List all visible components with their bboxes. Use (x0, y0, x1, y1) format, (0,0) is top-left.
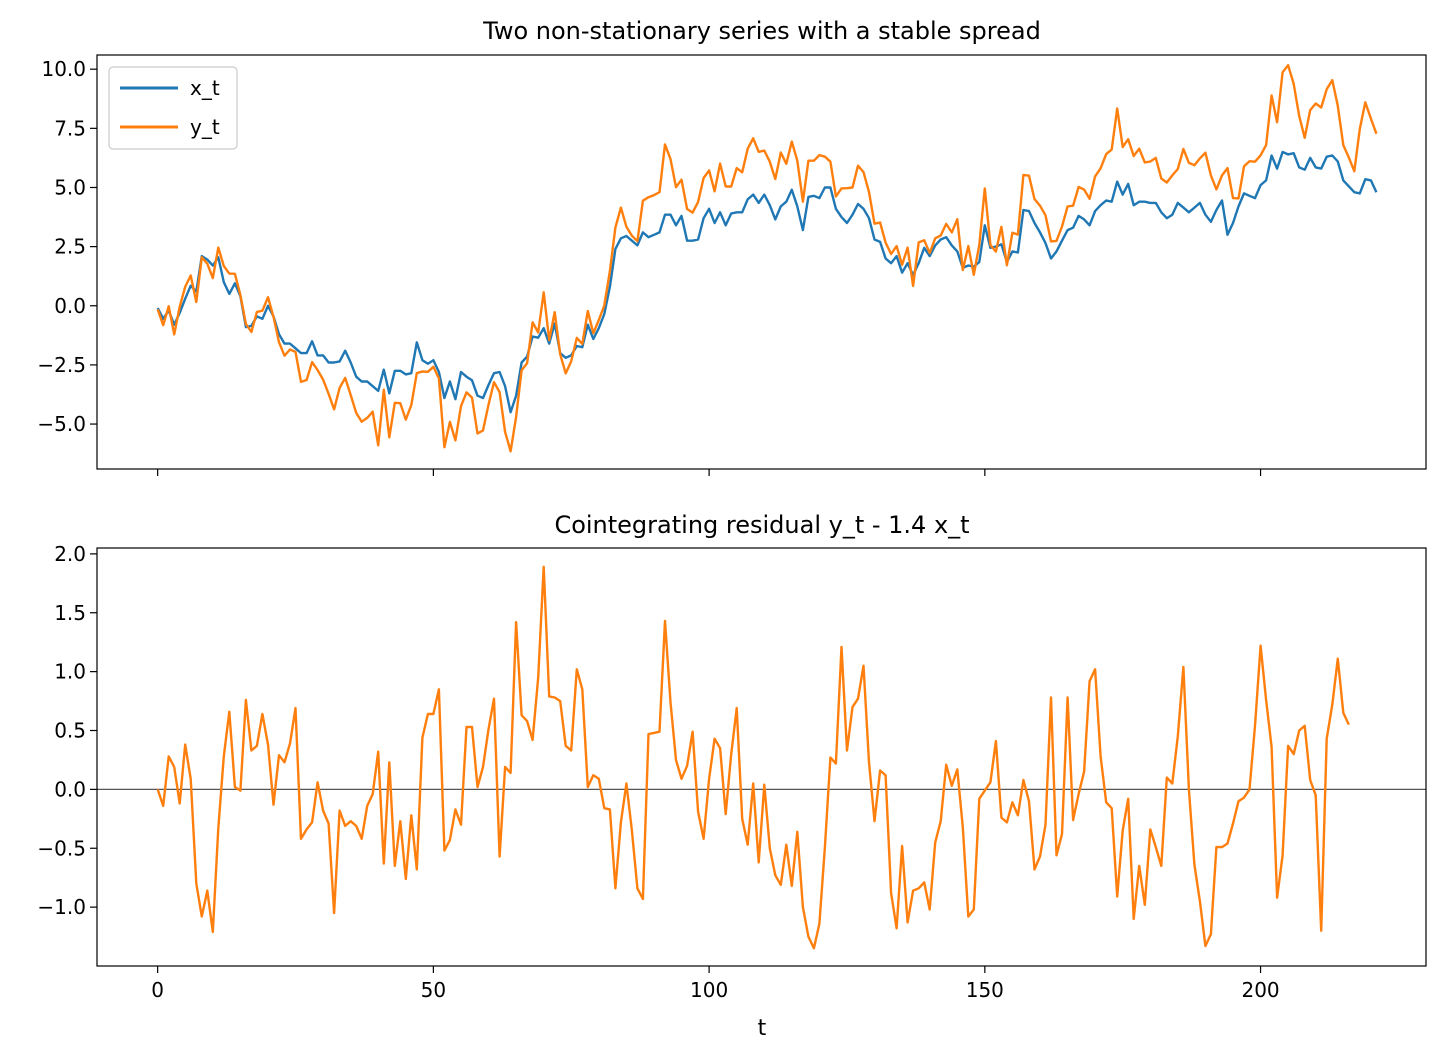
top-x-axis (157, 469, 1262, 476)
legend: x_t y_t (108, 66, 238, 150)
bottom-y-tick-label: 1.5 (54, 601, 86, 625)
bottom-x-tick-label: 100 (690, 978, 728, 1002)
top-chart-title: Two non-stationary series with a stable … (482, 17, 1041, 45)
top-y-tick-label: 5.0 (54, 175, 86, 199)
bottom-y-axis: −1.0 −0.5 0.0 0.5 1.0 1.5 2.0 (37, 542, 97, 919)
bottom-x-tick-label: 150 (966, 978, 1004, 1002)
bottom-y-tick-label: 0.5 (54, 719, 86, 743)
top-plot-frame (96, 54, 1427, 470)
bottom-x-tick-label: 200 (1241, 978, 1279, 1002)
bottom-y-tick-label: −1.0 (37, 895, 86, 919)
series-line-y_t (156, 63, 1378, 453)
top-y-tick-label: 7.5 (54, 116, 86, 140)
bottom-y-tick-label: −0.5 (37, 836, 86, 860)
top-y-tick-label: 10.0 (41, 57, 86, 81)
bottom-y-tick-label: 2.0 (54, 542, 86, 566)
bottom-x-axis: 0 50 100 150 200 (151, 966, 1280, 1002)
bottom-chart-marks (97, 565, 1426, 950)
x-axis-label: t (758, 1016, 767, 1041)
legend-label-x_t: x_t (190, 76, 220, 100)
top-y-tick-label: −2.5 (37, 353, 86, 377)
bottom-x-tick-label: 50 (421, 978, 446, 1002)
top-panel: Two non-stationary series with a stable … (37, 17, 1427, 476)
bottom-x-tick-label: 0 (151, 978, 164, 1002)
bottom-chart-title: Cointegrating residual y_t - 1.4 x_t (554, 511, 969, 539)
legend-label-y_t: y_t (190, 115, 220, 139)
series-line-x_t (156, 150, 1378, 414)
top-y-tick-label: −5.0 (37, 412, 86, 436)
top-y-tick-label: 0.0 (54, 294, 86, 318)
bottom-y-tick-label: 0.0 (54, 777, 86, 801)
bottom-panel: Cointegrating residual y_t - 1.4 x_t −1.… (37, 511, 1427, 1041)
top-chart-marks (156, 63, 1378, 453)
top-y-axis: −5.0 −2.5 0.0 2.5 5.0 7.5 10.0 (37, 57, 97, 436)
top-y-tick-label: 2.5 (54, 235, 86, 259)
residual-line (156, 565, 1350, 950)
bottom-plot-frame (96, 547, 1427, 967)
bottom-y-tick-label: 1.0 (54, 660, 86, 684)
